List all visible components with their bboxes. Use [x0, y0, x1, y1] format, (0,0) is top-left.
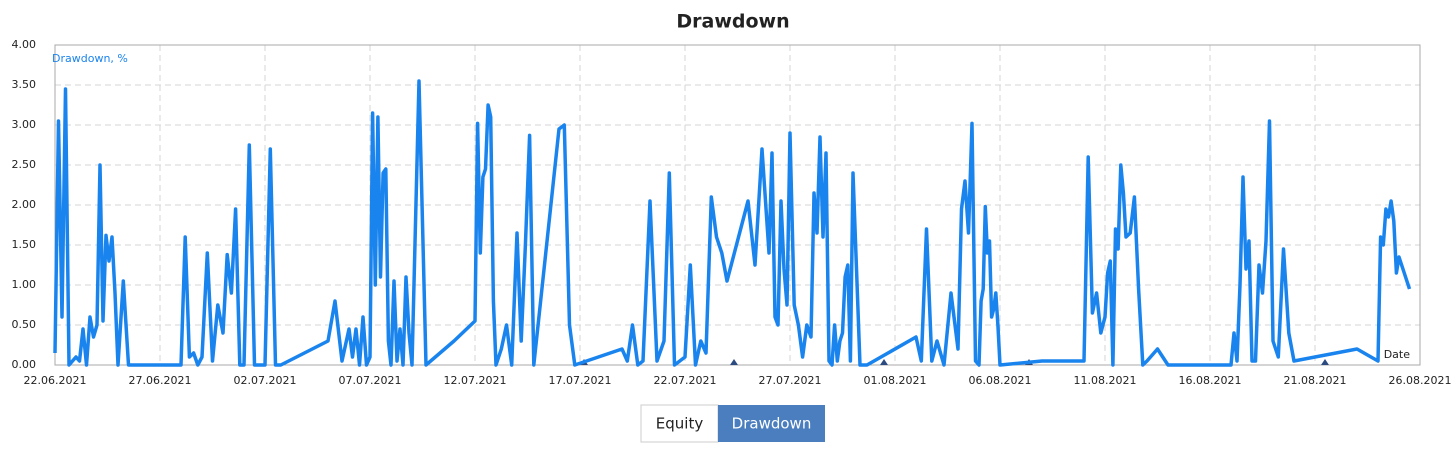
x-tick-label: 11.08.2021: [1074, 374, 1137, 387]
x-tick-label: 12.07.2021: [444, 374, 507, 387]
y-tick-label: 3.50: [12, 78, 37, 91]
x-tick-label: 01.08.2021: [864, 374, 927, 387]
tab-button[interactable]: [640, 404, 719, 443]
y-tick-label: 2.00: [12, 198, 37, 211]
y-tick-label: 1.50: [12, 238, 37, 251]
y-tick-label: 4.00: [12, 38, 37, 51]
x-tick-label: 21.08.2021: [1284, 374, 1347, 387]
x-tick-label: 26.08.2021: [1389, 374, 1452, 387]
y-tick-label: 0.00: [12, 358, 37, 371]
x-tick-label: 16.08.2021: [1179, 374, 1242, 387]
x-tick-label: 27.07.2021: [759, 374, 822, 387]
x-tick-label: 22.07.2021: [654, 374, 717, 387]
x-tick-label: 27.06.2021: [129, 374, 192, 387]
tab-label[interactable]: Drawdown: [732, 415, 812, 433]
drawdown-line: [53, 79, 1412, 367]
x-tick-label: 17.07.2021: [549, 374, 612, 387]
y-tick-label: 3.00: [12, 118, 37, 131]
y-tick-label: 2.50: [12, 158, 37, 171]
y-tick-label: 0.50: [12, 318, 37, 331]
x-tick-label: 07.07.2021: [339, 374, 402, 387]
chart-title: Drawdown: [676, 11, 789, 33]
x-axis-label: Date: [1384, 348, 1411, 361]
y-tick-label: 1.00: [12, 278, 37, 291]
legend-label: Drawdown, %: [52, 52, 128, 65]
x-tick-label: 06.08.2021: [969, 374, 1032, 387]
tab-label[interactable]: Equity: [656, 415, 704, 433]
x-tick-label: 02.07.2021: [234, 374, 297, 387]
x-tick-label: 22.06.2021: [24, 374, 87, 387]
tab-button-active[interactable]: [718, 405, 825, 442]
